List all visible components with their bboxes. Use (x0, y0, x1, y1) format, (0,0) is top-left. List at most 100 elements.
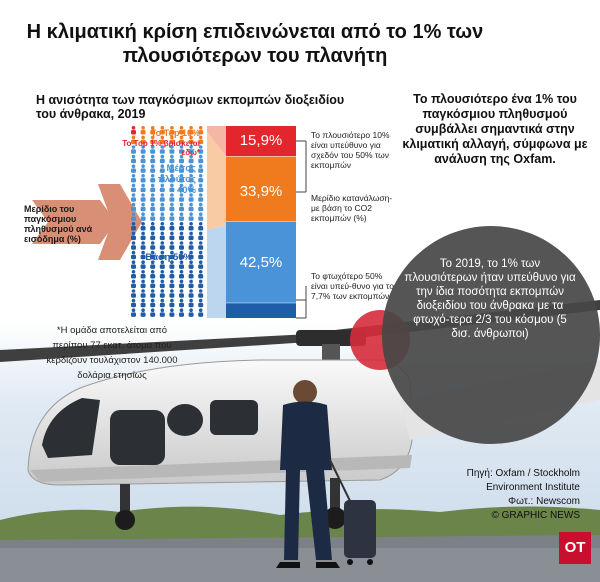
person-body (159, 149, 165, 154)
person-head (170, 154, 174, 159)
person-head (160, 250, 165, 255)
person-body (188, 130, 194, 135)
person-head (189, 270, 193, 274)
bar-segment (226, 221, 296, 304)
person-body (179, 149, 184, 154)
person-body (131, 130, 136, 135)
person-head (131, 135, 136, 140)
person-head (131, 270, 136, 274)
person-body (188, 274, 194, 279)
person-head (189, 126, 193, 130)
person-head (189, 202, 193, 207)
person-head (141, 289, 145, 293)
person-body (140, 293, 146, 298)
person-head (160, 174, 165, 178)
person-body (188, 293, 194, 298)
bar-value-middle: 42,5% (239, 254, 283, 271)
person-head (131, 279, 136, 284)
person-head (198, 154, 203, 159)
person-head (170, 222, 174, 226)
person-body (179, 245, 184, 250)
person-body (188, 149, 194, 154)
person-body (131, 226, 136, 231)
person-body (188, 216, 194, 221)
person-body (159, 235, 165, 241)
person-body (169, 216, 175, 221)
person-head (189, 164, 193, 168)
person-head (170, 279, 174, 284)
person-head (150, 260, 155, 265)
person-body (188, 139, 194, 145)
person-body (140, 254, 146, 260)
chart-subtitle: Η ανισότητα των παγκόσμιων εκπομπών διοξ… (36, 93, 345, 121)
person-head (198, 202, 203, 207)
person-head (160, 154, 165, 159)
person-body (169, 283, 175, 289)
source-line-1: Πηγή: Oxfam / Stockholm (466, 468, 580, 479)
person-head (141, 308, 145, 313)
person-head (131, 308, 136, 313)
person-body (131, 197, 136, 202)
person-body (140, 216, 146, 221)
person-head (170, 145, 174, 149)
person-head (170, 183, 174, 188)
person-body (198, 283, 204, 289)
person-body (150, 245, 156, 250)
person-head (198, 231, 203, 236)
person-head (131, 164, 136, 168)
bar-segment (226, 126, 296, 157)
person-head (179, 279, 184, 284)
person-head (150, 241, 155, 245)
person-head (160, 279, 165, 284)
person-body (159, 302, 165, 308)
person-body (140, 302, 146, 308)
person-head (131, 222, 136, 226)
person-head (198, 222, 203, 226)
person-body (198, 264, 204, 269)
person-head (179, 154, 184, 159)
person-head (141, 174, 145, 178)
person-head (198, 270, 203, 274)
person-body (150, 158, 156, 164)
person-head (160, 193, 165, 197)
person-body (188, 312, 194, 317)
person-body (159, 283, 165, 289)
person-head (170, 241, 174, 245)
person-head (179, 212, 184, 216)
person-body (169, 178, 175, 183)
person-body (159, 130, 165, 135)
person-head (198, 135, 203, 140)
person-body (188, 168, 194, 173)
person-head (141, 164, 145, 168)
person-head (179, 231, 184, 236)
person-body (169, 235, 175, 241)
person-head (179, 202, 184, 207)
source-line-4: © GRAPHIC NEWS (491, 510, 581, 521)
person-body (140, 187, 146, 193)
person-head (141, 145, 145, 149)
person-body (169, 245, 175, 250)
person-body (169, 139, 175, 145)
person-head (179, 241, 184, 245)
person-body (198, 139, 204, 145)
person-head (170, 260, 174, 265)
person-body (131, 168, 136, 173)
person-head (160, 145, 165, 149)
person-body (198, 226, 204, 231)
person-head (170, 135, 174, 140)
person-head (150, 145, 155, 149)
person-head (160, 212, 165, 216)
label-bottom: Βάση 50% (145, 252, 192, 263)
person-body (140, 245, 146, 250)
person-head (150, 202, 155, 207)
person-body (159, 187, 165, 193)
person-body (179, 216, 184, 221)
person-head (170, 270, 174, 274)
person-body (131, 158, 136, 164)
person-body (140, 149, 146, 154)
person-body (188, 206, 194, 212)
person-head (150, 270, 155, 274)
person-body (179, 206, 184, 212)
wedge-middle (207, 132, 226, 230)
person-head (170, 193, 174, 197)
